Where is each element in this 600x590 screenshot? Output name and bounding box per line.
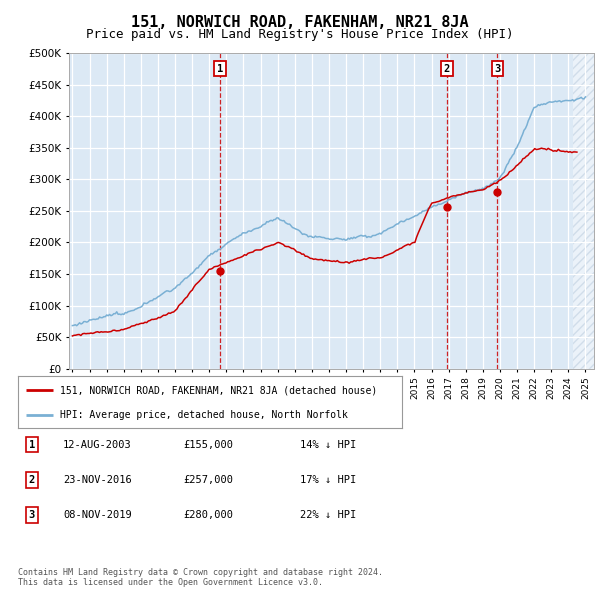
Text: 12-AUG-2003: 12-AUG-2003	[63, 440, 132, 450]
Text: Contains HM Land Registry data © Crown copyright and database right 2024.
This d: Contains HM Land Registry data © Crown c…	[18, 568, 383, 587]
Text: £257,000: £257,000	[183, 475, 233, 485]
Text: 1: 1	[217, 64, 223, 74]
Text: HPI: Average price, detached house, North Norfolk: HPI: Average price, detached house, Nort…	[60, 410, 348, 419]
Text: 3: 3	[29, 510, 35, 520]
Text: 08-NOV-2019: 08-NOV-2019	[63, 510, 132, 520]
Text: £280,000: £280,000	[183, 510, 233, 520]
Text: 17% ↓ HPI: 17% ↓ HPI	[300, 475, 356, 485]
Text: 23-NOV-2016: 23-NOV-2016	[63, 475, 132, 485]
Text: Price paid vs. HM Land Registry's House Price Index (HPI): Price paid vs. HM Land Registry's House …	[86, 28, 514, 41]
Text: 2: 2	[29, 475, 35, 485]
Text: 14% ↓ HPI: 14% ↓ HPI	[300, 440, 356, 450]
Text: 3: 3	[494, 64, 500, 74]
Text: 22% ↓ HPI: 22% ↓ HPI	[300, 510, 356, 520]
Text: 2: 2	[444, 64, 450, 74]
Bar	[572, 53, 594, 369]
Text: 151, NORWICH ROAD, FAKENHAM, NR21 8JA: 151, NORWICH ROAD, FAKENHAM, NR21 8JA	[131, 15, 469, 30]
Text: £155,000: £155,000	[183, 440, 233, 450]
Text: 1: 1	[29, 440, 35, 450]
Text: 151, NORWICH ROAD, FAKENHAM, NR21 8JA (detached house): 151, NORWICH ROAD, FAKENHAM, NR21 8JA (d…	[60, 385, 377, 395]
